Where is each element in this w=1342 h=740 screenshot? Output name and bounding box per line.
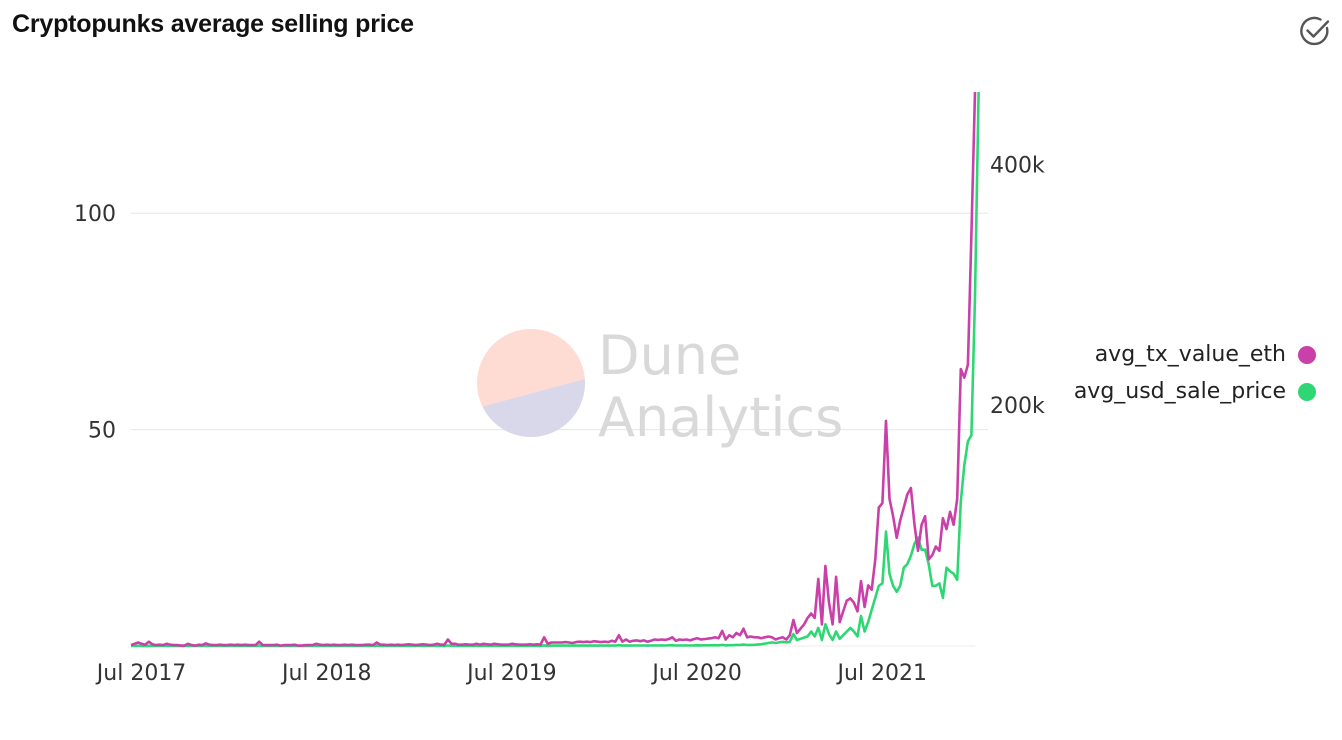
dune-logo-icon: [477, 329, 585, 437]
axis-labels: 50 100 200k 400k Jul 2017 Jul 2018 Jul 2019 Jul…: [74, 153, 1045, 686]
legend-label-eth: avg_tx_value_eth: [1094, 342, 1286, 367]
watermark-line2: Analytics: [598, 386, 843, 449]
gridlines: [131, 212, 988, 647]
x-tick-1: Jul 2018: [280, 661, 372, 686]
watermark-line1: Dune: [598, 324, 741, 387]
legend-label-usd: avg_usd_sale_price: [1073, 379, 1286, 404]
page-title: Cryptopunks average selling price: [12, 10, 414, 38]
x-tick-3: Jul 2020: [650, 661, 742, 686]
y-left-tick-50: 50: [88, 419, 116, 444]
legend-item-eth[interactable]: avg_tx_value_eth: [1040, 336, 1330, 373]
y-left-tick-100: 100: [74, 202, 116, 227]
dune-watermark: Dune Analytics: [477, 324, 843, 449]
legend-dot-usd: [1298, 382, 1316, 401]
x-tick-4: Jul 2021: [836, 661, 928, 686]
series-lines: [130, 91, 980, 648]
legend-dot-eth: [1298, 345, 1316, 364]
legend-item-usd[interactable]: avg_usd_sale_price: [1040, 373, 1330, 410]
y-right-tick-400000: 400k: [990, 153, 1045, 178]
chart-legend: avg_tx_value_eth avg_usd_sale_price: [1040, 336, 1330, 410]
series-line-avg_tx_value_eth: [130, 91, 977, 647]
circle-check-icon[interactable]: [1298, 14, 1332, 48]
x-tick-2: Jul 2019: [465, 661, 557, 686]
x-tick-0: Jul 2017: [95, 661, 187, 686]
y-right-tick-200000: 200k: [990, 394, 1045, 419]
